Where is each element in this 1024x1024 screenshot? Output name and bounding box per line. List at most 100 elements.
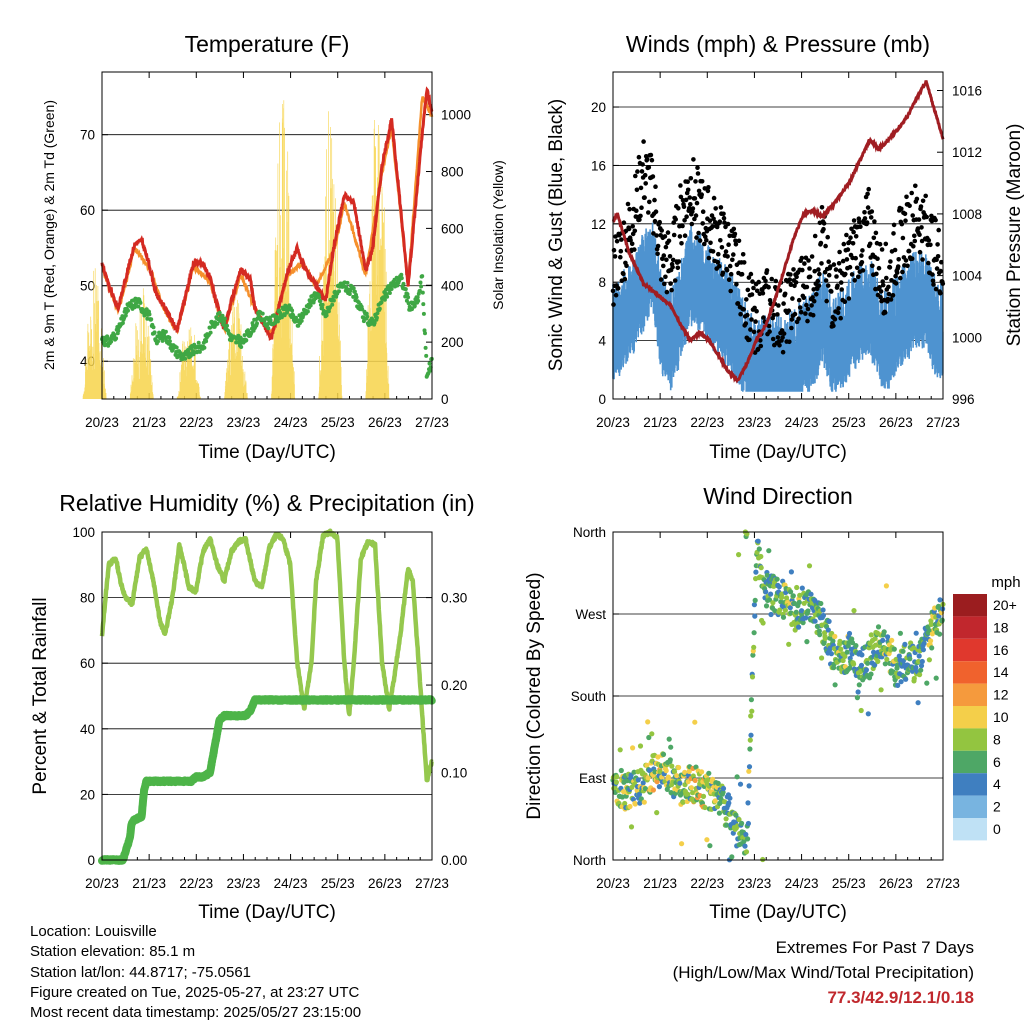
gust-point: [710, 249, 716, 254]
dewpoint-point: [234, 340, 239, 345]
humidity-plot-frame: [101, 531, 433, 861]
gust-point: [789, 325, 794, 331]
gust-point: [849, 272, 855, 277]
y2-tick-label: 1000: [441, 108, 471, 123]
gust-point: [884, 275, 889, 281]
wind-direction-point: [747, 746, 753, 752]
wind-direction-point: [853, 643, 859, 649]
dewpoint-point: [318, 299, 323, 304]
gust-point: [613, 292, 619, 298]
legend-label: 6: [993, 754, 1001, 770]
wind-direction-point: [806, 563, 813, 569]
pressure-series: [611, 80, 945, 384]
gust-point: [693, 179, 698, 184]
wind-direction-point: [668, 744, 674, 750]
gust-point: [887, 265, 893, 270]
dewpoint-point: [394, 275, 399, 280]
gust-point: [711, 195, 717, 201]
gust-point: [653, 209, 659, 214]
dewpoint-point: [382, 297, 387, 302]
gust-point: [667, 253, 673, 259]
wind-direction-y-axis-label: Direction (Colored By Speed): [524, 572, 545, 819]
dewpoint-point: [167, 335, 172, 340]
gust-point: [804, 284, 810, 290]
x-tick-label: 27/23: [415, 415, 449, 430]
wind-direction-point: [936, 613, 942, 619]
gust-point: [686, 206, 692, 211]
wind-direction-point: [748, 697, 755, 703]
gust-point: [878, 289, 884, 294]
dewpoint-point: [385, 294, 390, 299]
dewpoint-point: [423, 345, 428, 350]
solar-insolation-series: [82, 100, 390, 399]
gust-point: [621, 271, 626, 277]
gust-point: [746, 275, 752, 280]
wind-direction-point: [918, 667, 924, 673]
x-tick-label: 21/23: [643, 415, 677, 430]
gust-point: [865, 191, 870, 197]
wind-direction-point: [655, 754, 661, 760]
gust-point: [828, 264, 833, 269]
temperature-panel: Temperature (F) Time (Day/UTC) 2m & 9m T…: [41, 31, 506, 463]
gust-point: [643, 181, 648, 186]
gust-point: [793, 280, 799, 285]
wind-direction-point: [676, 764, 682, 771]
extremes-values: 77.3/42.9/12.1/0.18: [827, 988, 974, 1007]
dewpoint-point: [196, 340, 201, 345]
wind-direction-point: [776, 584, 782, 590]
gust-point: [787, 277, 793, 282]
wind-direction-point: [688, 785, 695, 791]
gust-point: [845, 247, 851, 252]
wind-pressure-ticks: 0 4 8 12 16 20 996 1000 1004 1008 1012 1016 20/23 21/…: [591, 72, 983, 430]
legend-swatch: [953, 773, 987, 796]
humidity-precip-panel: Relative Humidity (%) & Precipitation (i…: [30, 490, 475, 923]
legend-label: 20+: [993, 597, 1017, 613]
wind-direction-point: [939, 617, 945, 623]
gust-point: [847, 239, 852, 245]
gust-point: [794, 274, 799, 280]
gust-point: [752, 305, 757, 311]
gust-point: [799, 255, 805, 261]
wind-direction-point: [828, 651, 835, 657]
wind-direction-point: [792, 627, 798, 633]
gust-point: [800, 267, 805, 273]
gust-point: [636, 154, 642, 160]
wind-direction-point: [915, 700, 921, 706]
y-tick-label: 60: [80, 656, 95, 671]
y-tick-label: South: [571, 689, 606, 704]
wind-direction-point: [889, 637, 895, 643]
gust-point: [755, 346, 761, 352]
gust-point: [907, 203, 912, 209]
wind-direction-point: [699, 769, 705, 775]
gust-point: [629, 241, 635, 247]
wind-direction-point: [636, 791, 643, 798]
wind-direction-point: [822, 635, 828, 642]
gust-point: [661, 263, 666, 269]
gust-point: [934, 266, 940, 271]
legend-swatch: [953, 661, 987, 684]
gust-point: [753, 319, 758, 324]
gust-point: [649, 157, 655, 163]
wind-direction-point: [872, 662, 878, 668]
gust-point: [634, 208, 639, 213]
gust-point: [810, 312, 816, 318]
dewpoint-point: [375, 311, 380, 316]
extremes-box: Extremes For Past 7 Days (High/Low/Max W…: [673, 935, 974, 1010]
gust-point: [835, 310, 841, 316]
wind-direction-point: [749, 674, 756, 680]
wind-direction-point: [679, 841, 685, 847]
wind-direction-point: [631, 769, 637, 775]
gust-point: [853, 234, 859, 239]
wind-direction-point: [768, 591, 774, 597]
wind-direction-panel: Wind Direction Time (Day/UTC) Direction …: [524, 483, 1021, 923]
gust-point: [615, 285, 621, 291]
wind-direction-point: [907, 656, 913, 662]
legend-swatch: [953, 795, 987, 818]
wind-direction-point: [796, 624, 802, 630]
gust-point: [664, 257, 669, 263]
dewpoint-point: [266, 326, 271, 331]
gust-point: [850, 241, 856, 246]
y2-tick-label: 0: [441, 392, 449, 407]
wind-direction-point: [768, 611, 774, 618]
gust-point: [673, 217, 678, 222]
